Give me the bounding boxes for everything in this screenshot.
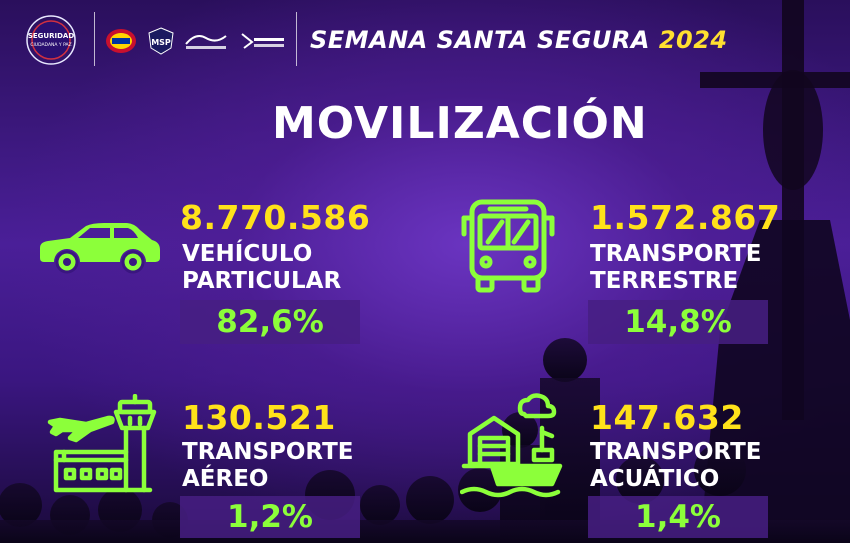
aereo-count: 130.521 (182, 398, 336, 437)
terrestre-count: 1.572.867 (590, 198, 781, 237)
logo-text-line1: SEGURIDAD (28, 32, 74, 40)
bus-icon (461, 199, 555, 293)
vehiculo-label-line2: PARTICULAR (182, 268, 342, 294)
terrestre-label-line2: TERRESTRE (590, 268, 739, 294)
aereo-label-line1: TRANSPORTE (182, 439, 354, 465)
ship-port-icon (460, 393, 563, 498)
car-icon (40, 223, 160, 274)
msp-logo-text: MSP (151, 38, 171, 47)
acuatico-count: 147.632 (590, 398, 744, 437)
vehiculo-label-line1: VEHÍCULO (182, 241, 313, 267)
header-divider (296, 12, 297, 66)
aereo-percent: 1,2% (227, 499, 313, 535)
territorio-insular-logo (182, 28, 230, 54)
terrestre-label-line1: TRANSPORTE (590, 241, 762, 267)
government-seal-logo (104, 24, 138, 58)
vehiculo-count: 8.770.586 (180, 198, 371, 237)
vehiculo-percent: 82,6% (216, 304, 324, 340)
acuatico-percent: 1,4% (635, 499, 721, 535)
terrestre-percent: 14,8% (624, 304, 732, 340)
acuatico-label-line2: ACUÁTICO (590, 466, 720, 492)
acuatico-percent-box: 1,4% (588, 496, 768, 538)
seguridad-ciudadana-logo: SEGURIDAD CIUDADANA Y PAZ (12, 14, 90, 66)
header-bar: SEGURIDAD CIUDADANA Y PAZ MSP SEMANA SAN (0, 0, 850, 80)
airport-icon (47, 394, 157, 493)
page-title: MOVILIZACIÓN (272, 98, 648, 149)
header-title: SEMANA SANTA SEGURA 2024 (310, 26, 728, 54)
vehiculo-percent-box: 82,6% (180, 300, 360, 344)
logo-text-line2: CIUDADANA Y PAZ (30, 42, 71, 48)
aereo-percent-box: 1,2% (180, 496, 360, 538)
header-divider (94, 12, 95, 66)
terrestre-percent-box: 14,8% (588, 300, 768, 344)
header-year: 2024 (658, 26, 728, 54)
msp-logo: MSP (146, 26, 176, 56)
aereo-label-line2: AÉREO (182, 466, 269, 492)
guarantes-de-paz-logo (236, 28, 286, 54)
acuatico-label-line1: TRANSPORTE (590, 439, 762, 465)
header-title-text: SEMANA SANTA SEGURA (310, 26, 650, 54)
